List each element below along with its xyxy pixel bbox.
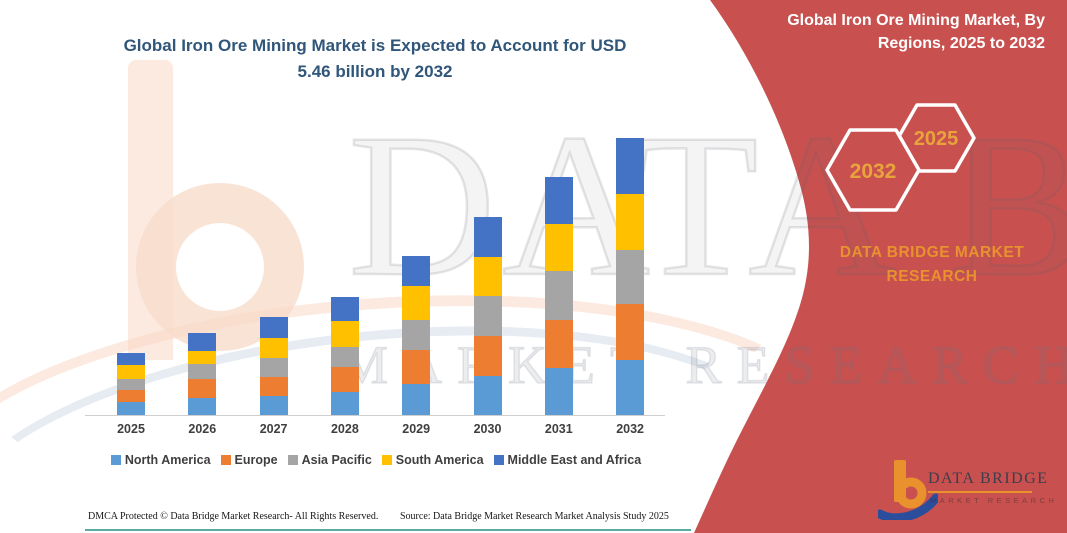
- dbmr-logo: DATA BRIDGE MARKET RESEARCH: [878, 458, 1054, 520]
- legend-label: North America: [124, 453, 211, 467]
- x-axis-label-2030: 2030: [473, 422, 502, 436]
- watermark-text-market-research: MARKET RESEARCH: [339, 334, 1067, 396]
- bar-segment-middle-east-and-africa: [330, 296, 359, 321]
- legend-swatch-icon: [287, 455, 298, 465]
- bar-segment-south-america: [616, 193, 645, 250]
- x-axis-label-2025: 2025: [117, 422, 145, 436]
- bar-2026: [188, 332, 217, 415]
- bar-2025: [117, 353, 145, 415]
- bar-segment-europe: [544, 319, 573, 368]
- legend-swatch-icon: [493, 455, 504, 465]
- bar-segment-middle-east-and-africa: [473, 216, 502, 257]
- bar-segment-middle-east-and-africa: [117, 353, 145, 366]
- bar-segment-north-america: [117, 401, 145, 415]
- bar-2031: [544, 177, 573, 415]
- logo-title: DATA BRIDGE: [928, 470, 1049, 487]
- bar-segment-asia-pacific: [330, 346, 359, 368]
- bar-segment-north-america: [473, 375, 502, 415]
- logo-underline: [928, 491, 1032, 493]
- badge-2025-label: 2025: [914, 128, 959, 150]
- legend-label: Europe: [234, 453, 278, 467]
- bar-segment-europe: [188, 378, 217, 398]
- bar-segment-south-america: [402, 286, 431, 320]
- chart-title-line2: 5.46 billion by 2032: [297, 62, 453, 82]
- legend-item-south-america: South America: [381, 453, 484, 467]
- bar-segment-south-america: [544, 224, 573, 272]
- bar-segment-north-america: [188, 397, 217, 415]
- bar-segment-europe: [616, 304, 645, 361]
- bar-segment-asia-pacific: [117, 379, 145, 390]
- brand-wordmark: DATA BRIDGE MARKET RESEARCH: [818, 241, 1046, 289]
- legend-item-middle-east-and-africa: Middle East and Africa: [493, 453, 642, 467]
- logo-b-swoosh-icon: [878, 460, 938, 520]
- bar-segment-asia-pacific: [544, 271, 573, 320]
- x-axis-label-2029: 2029: [402, 422, 431, 436]
- badge-2032-label: 2032: [850, 160, 897, 183]
- bar-2030: [473, 216, 502, 415]
- brand-line1: DATA BRIDGE MARKET: [839, 244, 1025, 261]
- x-axis-label-2031: 2031: [544, 422, 573, 436]
- bar-segment-middle-east-and-africa: [544, 177, 573, 225]
- side-panel-title: Global Iron Ore Mining Market, By Region…: [787, 12, 1045, 53]
- bar-segment-middle-east-and-africa: [188, 332, 217, 351]
- bar-segment-middle-east-and-africa: [259, 317, 288, 338]
- hexagon-2032-badge: 2032: [825, 128, 921, 212]
- year-badges: 2025 2032: [825, 103, 976, 212]
- chart-title: Global Iron Ore Mining Market is Expecte…: [90, 33, 660, 86]
- footer-divider-rule: [85, 529, 691, 531]
- bar-segment-asia-pacific: [259, 357, 288, 378]
- bar-segment-asia-pacific: [473, 295, 502, 336]
- logo-subtitle: MARKET RESEARCH: [930, 496, 1058, 505]
- bar-segment-europe: [473, 335, 502, 376]
- bar-segment-middle-east-and-africa: [616, 138, 645, 194]
- legend: North America Europe Asia Pacific South Ame…: [80, 453, 672, 467]
- bar-segment-south-america: [330, 320, 359, 347]
- bar-segment-asia-pacific: [188, 363, 217, 379]
- bar-segment-south-america: [473, 256, 502, 296]
- x-axis-label-2026: 2026: [188, 422, 217, 436]
- legend-item-europe: Europe: [220, 453, 278, 467]
- footer-dmca-text: DMCA Protected © Data Bridge Market Rese…: [88, 511, 379, 522]
- bar-segment-south-america: [259, 337, 288, 358]
- hexagon-2025-badge: 2025: [896, 103, 976, 173]
- bar-segment-south-america: [117, 365, 145, 380]
- bar-segment-asia-pacific: [402, 320, 431, 350]
- x-axis-label-2027: 2027: [259, 422, 288, 436]
- bar-segment-south-america: [188, 350, 217, 364]
- bar-2032: [616, 138, 645, 415]
- bar-segment-north-america: [330, 392, 359, 415]
- legend-swatch-icon: [220, 455, 231, 465]
- x-axis-label-2032: 2032: [616, 422, 644, 436]
- legend-label: South America: [395, 453, 484, 467]
- legend-swatch-icon: [110, 455, 121, 465]
- plot-area: 2025 2026 2027 2028 2029 2030 2031 2032: [85, 118, 665, 436]
- bar-segment-north-america: [544, 367, 573, 415]
- bar-segment-middle-east-and-africa: [402, 256, 431, 286]
- x-axis-label-2028: 2028: [330, 422, 359, 436]
- bar-2028: [330, 296, 359, 415]
- bar-segment-asia-pacific: [616, 249, 645, 305]
- chart-title-line1: Global Iron Ore Mining Market is Expecte…: [123, 36, 627, 55]
- bar-segment-europe: [402, 350, 431, 384]
- bar-segment-europe: [330, 367, 359, 393]
- legend-item-asia-pacific: Asia Pacific: [287, 453, 372, 467]
- bar-2027: [259, 317, 288, 415]
- brand-line2: RESEARCH: [886, 268, 978, 286]
- bar-segment-north-america: [259, 396, 288, 415]
- legend-label: Middle East and Africa: [507, 453, 642, 467]
- bar-segment-europe: [117, 389, 145, 402]
- bar-segment-north-america: [402, 384, 431, 415]
- bar-2029: [402, 256, 431, 415]
- footer-source-text: Source: Data Bridge Market Research Mark…: [400, 511, 669, 522]
- legend-label: Asia Pacific: [301, 453, 372, 467]
- bar-segment-europe: [259, 377, 288, 397]
- bar-segment-north-america: [616, 360, 645, 415]
- legend-swatch-icon: [381, 455, 392, 465]
- legend-item-north-america: North America: [110, 453, 211, 467]
